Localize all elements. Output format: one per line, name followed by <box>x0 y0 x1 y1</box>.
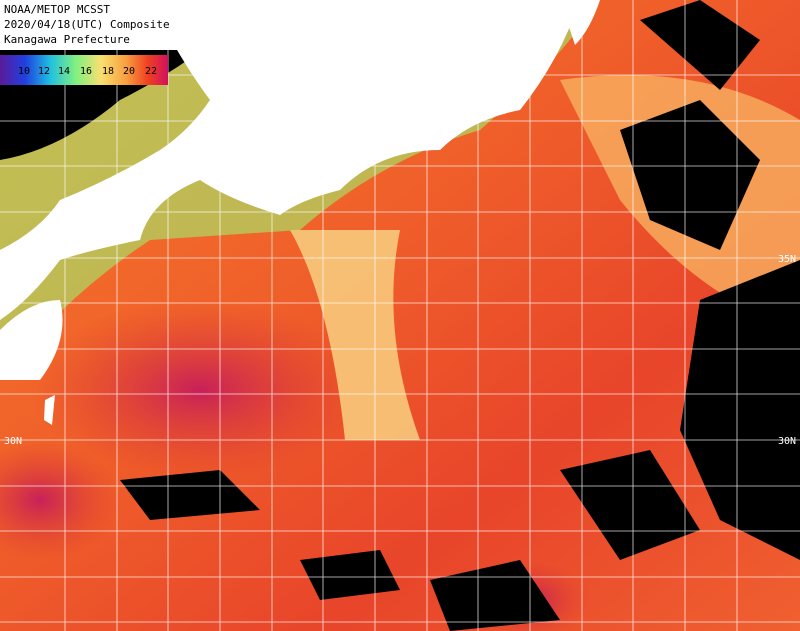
colorbar-label: 14 <box>58 66 70 77</box>
colorbar <box>0 55 168 85</box>
island <box>44 395 55 425</box>
header-line: 2020/04/18(UTC) Composite <box>4 18 170 31</box>
colorbar-label: 16 <box>80 66 92 77</box>
header-line: NOAA/METOP MCSST <box>4 3 110 16</box>
colorbar-label: 20 <box>123 66 135 77</box>
lat-label: 30N <box>4 436 22 447</box>
land <box>560 0 600 45</box>
warm-pool <box>0 440 120 560</box>
land <box>0 300 63 380</box>
land <box>0 0 580 320</box>
colorbar-label: 22 <box>145 66 157 77</box>
colorbar-label: 10 <box>18 66 30 77</box>
colorbar-label: 18 <box>102 66 114 77</box>
warm-pool <box>30 300 370 480</box>
lat-label: 35N <box>778 254 796 265</box>
header-box <box>0 0 200 50</box>
header-line: Kanagawa Prefecture <box>4 33 130 46</box>
lat-label: 30N <box>778 436 796 447</box>
cool-plume <box>290 230 420 440</box>
colorbar-label: 12 <box>38 66 50 77</box>
